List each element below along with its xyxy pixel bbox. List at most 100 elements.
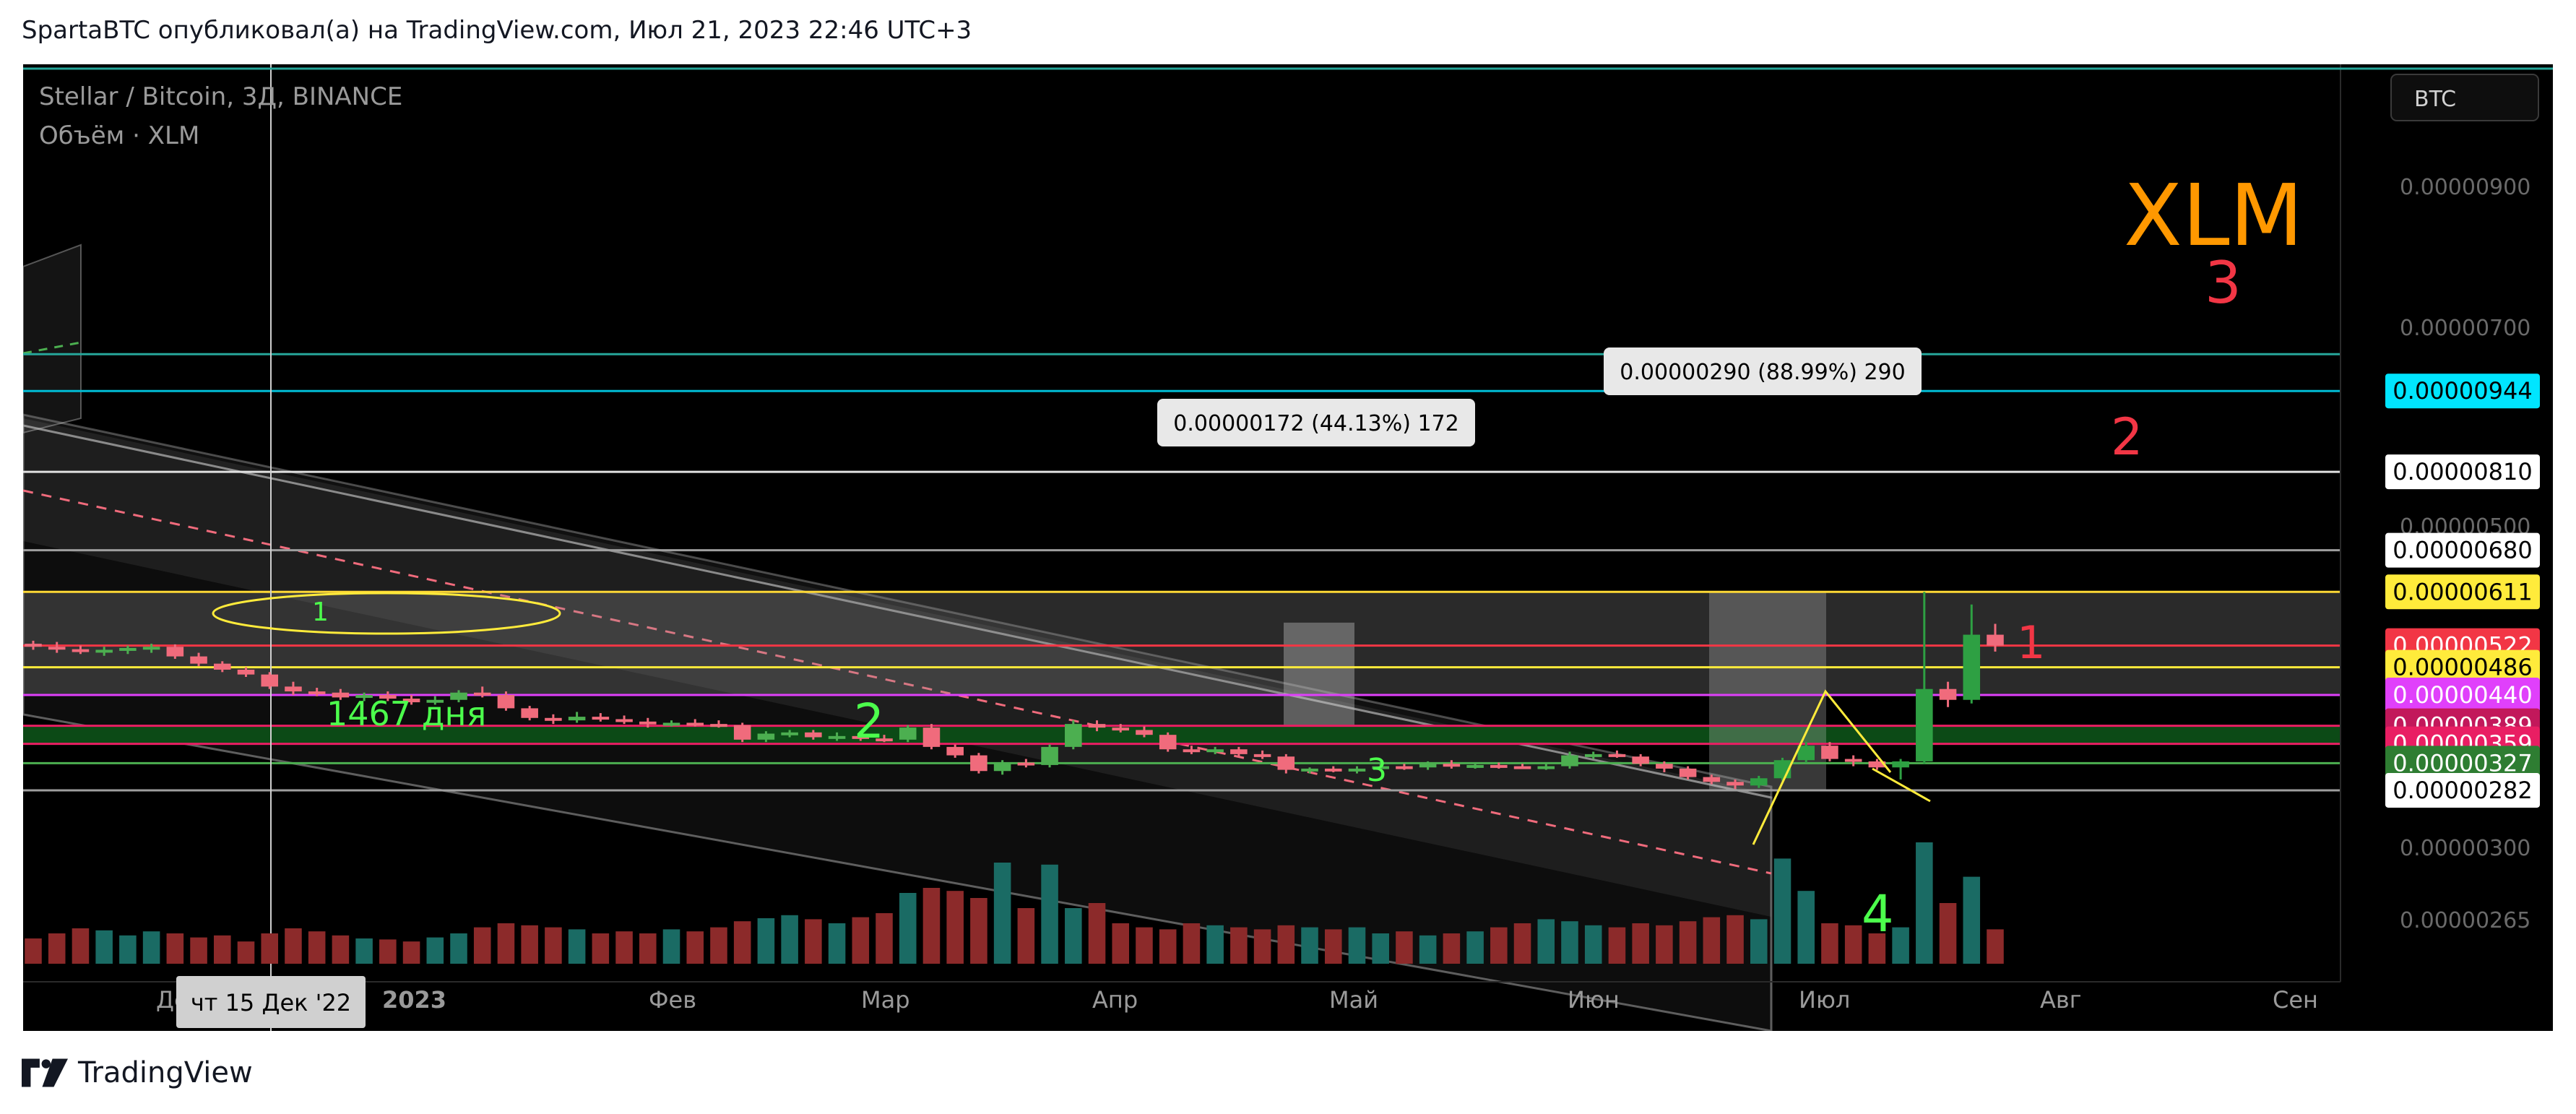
volume-bar (48, 933, 66, 964)
candle-body (970, 755, 987, 772)
candle-body (1987, 634, 2004, 646)
candle-body (1821, 746, 1838, 759)
currency-button-label[interactable]: BTC (2414, 87, 2456, 112)
volume-bar (214, 935, 231, 964)
candle-body (190, 656, 207, 664)
publish-caption: SpartaBTC опубликовал(а) на TradingView.… (22, 16, 972, 45)
chart-area[interactable]: 1467 дня 1 2 3 4 1 2 3 XLM 0.00000172 (44.13%) 17… (23, 64, 2553, 1031)
candle-body (1466, 764, 1484, 768)
price-tag-label: 0.00000282 (2393, 777, 2532, 804)
volume-bar (25, 938, 42, 964)
candle-body (25, 644, 42, 647)
volume-bar (876, 913, 893, 964)
volume-bar (1017, 908, 1035, 964)
volume-bar (1773, 858, 1791, 964)
volume-bar (450, 933, 467, 964)
volume-bar (970, 898, 987, 964)
measure-label-text: 0.00000172 (44.13%) 172 (1173, 411, 1458, 436)
volume-bar (1892, 927, 1909, 964)
time-axis-tick: Фев (649, 986, 696, 1014)
candle-body (1206, 749, 1224, 753)
volume-bar (1537, 919, 1555, 964)
candle-body (1088, 724, 1106, 728)
candle-body (1065, 724, 1082, 747)
volume-bar (1868, 933, 1886, 964)
w-pattern-lines (1752, 689, 1892, 845)
candle-body (379, 695, 397, 699)
price-tag (2385, 532, 2540, 568)
volume-bar (662, 929, 680, 964)
candle-body (1253, 754, 1271, 757)
candle-body (1679, 768, 1697, 777)
candle-body (1632, 756, 1649, 764)
candle-body (166, 647, 184, 657)
candle-body (95, 649, 113, 653)
price-tag-label: 0.00000611 (2393, 578, 2532, 605)
candle-body (521, 708, 538, 718)
volume-bar (1608, 927, 1626, 964)
volume-bar (1726, 915, 1744, 964)
volume-bar (1466, 931, 1484, 964)
candle-body (922, 727, 941, 747)
candle-body (1396, 766, 1413, 769)
volume-bar (1656, 925, 1673, 964)
crosshair-date-label: чт 15 Дек '22 (191, 989, 351, 1016)
crosshair-date-box (176, 976, 366, 1028)
price-tag-label: 0.00000486 (2393, 654, 2532, 681)
volume-bar (1513, 923, 1531, 964)
volume-bar (1703, 917, 1721, 964)
candle-body (899, 727, 917, 740)
volume-bar (1584, 925, 1602, 964)
upper-channel-band (23, 413, 1773, 799)
volume-bar (545, 927, 562, 964)
candle-body (1348, 768, 1366, 772)
candle-body (1939, 688, 1957, 700)
candle-body (1443, 764, 1461, 767)
price-tag-label: 0.00000680 (2393, 537, 2532, 564)
candle-body (686, 722, 704, 726)
volume-bar (142, 931, 160, 964)
volume-bar (781, 915, 798, 964)
candle-body (1136, 730, 1153, 735)
volume-bar (1159, 929, 1177, 964)
candle-body (1513, 766, 1531, 769)
currency-button[interactable] (2390, 74, 2539, 121)
candle-body (1561, 755, 1578, 767)
candle-body (1183, 749, 1201, 753)
candle-body (946, 746, 964, 756)
candle-body (142, 647, 160, 650)
candle-body (1892, 761, 1909, 768)
candle-body (1301, 768, 1318, 772)
volume-bar (1301, 927, 1318, 964)
volume-bar (1419, 935, 1437, 964)
volume-bar (308, 931, 326, 964)
time-axis-tick: Июл (1799, 986, 1850, 1014)
chart-subtitle: Объём · XLM (39, 121, 199, 150)
volume-bar (166, 933, 184, 964)
time-axis-tick: Июн (1568, 986, 1620, 1014)
volume-bar (1490, 927, 1508, 964)
tradingview-logo[interactable]: TradingView (22, 1056, 253, 1089)
price-axis-tick: 0.00000700 (2400, 316, 2530, 341)
candle-body (1490, 764, 1508, 768)
volume-bar (615, 931, 633, 964)
price-tag-label: 0.00000440 (2393, 681, 2532, 709)
volume-bar (1844, 925, 1862, 964)
candle-body (639, 721, 657, 725)
volume-bar (379, 939, 397, 964)
candle-body (805, 732, 822, 738)
candle-body (237, 669, 255, 675)
candle-body (48, 647, 66, 650)
candle-body (1537, 766, 1555, 769)
volume-bar (639, 933, 657, 964)
volume-bar (1088, 903, 1106, 964)
volume-bar (1396, 931, 1413, 964)
time-axis-tick: 2023 (382, 986, 446, 1014)
candle-body (1844, 759, 1862, 762)
left-edge-band (23, 243, 82, 434)
price-tag (2385, 649, 2540, 685)
time-axis-tick: Апр (1092, 986, 1138, 1014)
candle-body (1656, 764, 1673, 769)
price-tag (2385, 574, 2540, 610)
